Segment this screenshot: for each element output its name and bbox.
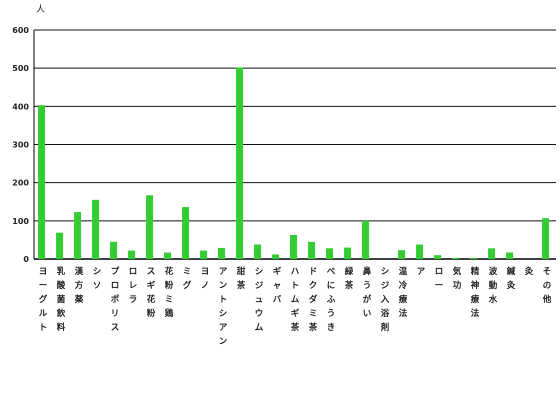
bar — [344, 247, 352, 259]
bar — [506, 252, 514, 259]
category-label: ヨーグルト — [39, 267, 48, 333]
bars — [38, 67, 550, 260]
category-label: 甜茶 — [236, 266, 246, 291]
category-label: シジ入浴剤 — [380, 267, 390, 333]
category-label: ロレラ — [129, 267, 138, 305]
y-tick-label: 300 — [12, 141, 29, 150]
bar — [452, 257, 460, 259]
bar — [470, 257, 478, 259]
bar — [542, 218, 550, 259]
category-label: 波動水 — [488, 266, 498, 305]
bar — [146, 195, 154, 259]
bar — [182, 207, 190, 259]
category-label: 気功 — [453, 266, 462, 291]
category-label: 精神療法 — [471, 266, 480, 319]
category-label: べにふうき — [327, 267, 336, 333]
bar — [56, 232, 64, 259]
category-label: ハトムギ茶 — [290, 267, 300, 333]
grid-lines — [33, 29, 556, 260]
category-label: ギャバ — [273, 266, 282, 305]
category-label: ヨノ — [201, 267, 210, 291]
category-labels: ヨーグルト乳酸菌飲料漢方薬シソプロポリスロレラスギ花粉花粉ミ鶏ミグヨノアントシア… — [39, 266, 552, 347]
category-label: 乳酸菌飲料 — [56, 266, 66, 333]
bar — [290, 234, 298, 259]
bar — [110, 241, 118, 259]
category-label: 鼻うがい — [363, 266, 372, 319]
bar — [326, 248, 334, 259]
bar — [218, 247, 226, 259]
category-label: ミグ — [183, 267, 192, 291]
bar — [200, 250, 208, 259]
y-tick-labels: 0 100 200 300 400 500 600 — [12, 26, 29, 264]
bar — [416, 244, 424, 259]
category-label: ア — [417, 267, 426, 277]
category-label: 漢方薬 — [74, 266, 84, 305]
bar — [236, 67, 244, 259]
category-label: 花粉ミ鶏 — [165, 266, 174, 319]
y-axis-unit: 人 — [36, 4, 45, 15]
bar — [128, 250, 136, 259]
y-tick-label: 600 — [12, 26, 29, 35]
category-label: ドクダミ茶 — [308, 267, 318, 333]
category-label: プロポリス — [111, 266, 120, 333]
y-tick-label: 400 — [12, 102, 29, 111]
bar — [308, 241, 316, 259]
y-tick-label: 0 — [23, 255, 29, 264]
category-label: その他 — [542, 267, 552, 305]
bar — [254, 244, 262, 259]
bar — [362, 220, 370, 259]
category-label: 緑茶 — [344, 266, 354, 291]
category-label: ロー — [435, 267, 444, 291]
bar — [434, 255, 442, 259]
category-label: シソ — [93, 267, 102, 291]
y-tick-label: 500 — [12, 64, 29, 73]
bar — [272, 254, 280, 259]
bar — [488, 248, 496, 259]
category-label: 温冷療法 — [399, 266, 408, 319]
bar — [164, 252, 172, 259]
y-tick-label: 200 — [12, 179, 29, 188]
bar — [92, 199, 100, 259]
category-label: シジュウム — [255, 267, 264, 333]
category-label: アントシアン — [219, 267, 228, 347]
category-label: 灸 — [525, 266, 534, 277]
category-label: スギ花粉 — [147, 267, 156, 319]
bar — [74, 212, 82, 259]
bar — [38, 105, 46, 260]
y-tick-label: 100 — [12, 217, 29, 226]
category-label: 鍼灸 — [507, 266, 516, 291]
bar — [398, 250, 406, 259]
